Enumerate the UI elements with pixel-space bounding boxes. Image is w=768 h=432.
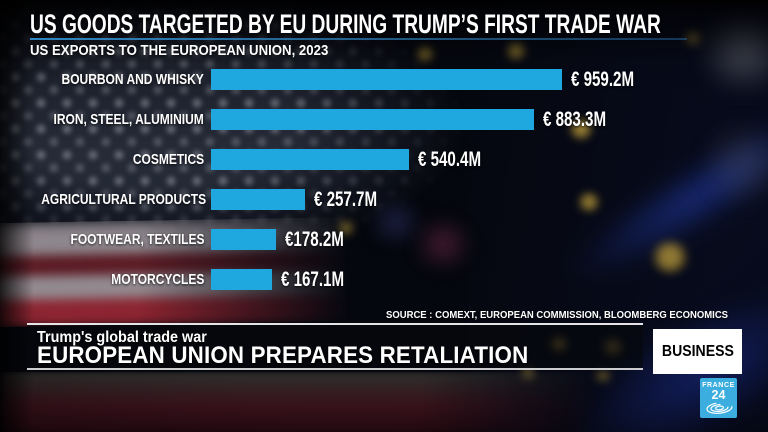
bar: [211, 69, 562, 90]
france24-logo-text-france: FRANCE: [702, 382, 735, 389]
value-label: € 167.1M: [281, 268, 369, 292]
eu-star-blur: [650, 240, 690, 274]
category-label: MOTORCYCLES: [0, 271, 204, 289]
category-label-text: FOOTWEAR, TEXTILES: [70, 230, 204, 248]
value-label-text: € 883.3M: [543, 107, 607, 131]
page-title: US GOODS TARGETED BY EU DURING TRUMP’S F…: [30, 9, 768, 39]
chart-subtitle-row: US EXPORTS TO THE EUROPEAN UNION, 2023: [30, 42, 768, 60]
chart-row-4: AGRICULTURAL PRODUCTS € 257.7M: [0, 188, 768, 212]
chart-title: US GOODS TARGETED BY EU DURING TRUMP’S F…: [30, 9, 661, 39]
chart-row-5: FOOTWEAR, TEXTILES €178.2M: [0, 228, 768, 252]
bar: [211, 189, 305, 210]
value-label-text: €178.2M: [285, 227, 344, 251]
value-label: € 257.7M: [314, 188, 402, 212]
chart-row-1: BOURBON AND WHISKY € 959.2M: [0, 68, 768, 92]
business-badge: BUSINESS: [653, 329, 742, 374]
category-label-text: AGRICULTURAL PRODUCTS: [41, 190, 207, 208]
chart-row-6: MOTORCYCLES € 167.1M: [0, 268, 768, 292]
value-label: €178.2M: [285, 228, 367, 252]
background-smoke: [700, 118, 768, 208]
chart-row-2: IRON, STEEL, ALUMINIUM € 883.3M: [0, 108, 768, 132]
background-blur-blob: [408, 222, 478, 266]
value-label-text: € 257.7M: [314, 187, 378, 211]
france24-ripple-icon: [705, 402, 732, 414]
title-underline: [30, 38, 687, 40]
eu-star-blur: [336, 220, 356, 236]
bar: [211, 229, 276, 250]
value-label-text: € 959.2M: [571, 67, 635, 91]
lower-third-banner: Trump's global trade war EUROPEAN UNION …: [27, 323, 643, 370]
value-label: € 540.4M: [418, 148, 506, 172]
france24-logo-text-24: 24: [711, 388, 726, 402]
category-label: BOURBON AND WHISKY: [0, 71, 204, 89]
value-label: € 883.3M: [543, 108, 631, 132]
chart-row-3: COSMETICS € 540.4M: [0, 148, 768, 172]
business-badge-label: BUSINESS: [661, 342, 734, 360]
banner-bottom-rule: [27, 368, 643, 370]
category-label-text: COSMETICS: [132, 150, 204, 168]
banner-headline: EUROPEAN UNION PREPARES RETALIATION: [37, 342, 529, 369]
source-note: SOURCE : COMEXT, EUROPEAN COMMISSION, BL…: [385, 310, 728, 321]
top-vignette: [0, 0, 768, 64]
eu-star-blur: [568, 118, 594, 140]
category-label-text: BOURBON AND WHISKY: [61, 70, 204, 88]
value-label-text: € 540.4M: [418, 147, 482, 171]
category-label: AGRICULTURAL PRODUCTS: [0, 190, 207, 209]
banner-kicker-row: Trump's global trade war: [37, 329, 226, 347]
category-label-text: IRON, STEEL, ALUMINIUM: [53, 110, 204, 128]
value-label-text: € 167.1M: [281, 267, 345, 291]
bar: [211, 109, 534, 130]
chart-header: US GOODS TARGETED BY EU DURING TRUMP’S F…: [30, 11, 768, 60]
category-label: COSMETICS: [0, 151, 204, 169]
category-label: FOOTWEAR, TEXTILES: [0, 231, 204, 249]
us-flag-bottom-stripe: [0, 372, 600, 432]
source-note-row: SOURCE : COMEXT, EUROPEAN COMMISSION, BL…: [368, 305, 728, 323]
bar-chart: BOURBON AND WHISKY € 959.2M IRON, STEEL, A…: [0, 68, 768, 311]
eu-star-blur: [577, 192, 601, 212]
value-label: € 959.2M: [571, 68, 659, 92]
banner-kicker: Trump's global trade war: [37, 329, 207, 346]
banner-headline-row: EUROPEAN UNION PREPARES RETALIATION: [37, 344, 565, 368]
banner-top-rule: [27, 323, 643, 325]
bar: [211, 149, 409, 170]
france24-logo: FRANCE 24: [700, 378, 737, 418]
category-label-text: MOTORCYCLES: [110, 270, 204, 288]
chart-subtitle: US EXPORTS TO THE EUROPEAN UNION, 2023: [30, 42, 329, 59]
background-blur-blob: [366, 202, 426, 242]
bar: [211, 269, 272, 290]
category-label: IRON, STEEL, ALUMINIUM: [0, 111, 204, 129]
